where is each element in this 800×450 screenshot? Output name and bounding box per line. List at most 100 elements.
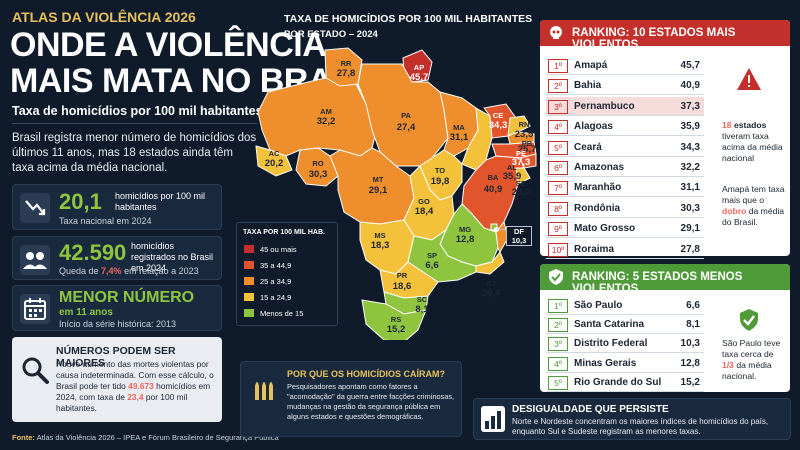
why-box: POR QUE OS HOMICÍDIOS CAÍRAM? Pesquisado…: [240, 361, 462, 437]
legend-item: 25 a 34,9: [244, 275, 291, 287]
df-callout: DF 10,3: [506, 226, 532, 246]
bottom-note: São Paulo teve taxa cerca de 1/3 da médi…: [722, 338, 781, 381]
stat-lowest-sub: Início da série histórica: 2013: [59, 319, 177, 329]
rank-number: 2º: [548, 79, 568, 94]
rank-number: 3º: [548, 337, 568, 352]
magnifier-icon: [22, 357, 49, 384]
legend-item: 15 a 24,9: [244, 291, 291, 303]
rank-value: 12,8: [680, 357, 700, 369]
rank-number: 6º: [548, 161, 568, 175]
label-abbr-SP: SP: [427, 251, 437, 260]
state-RO[interactable]: [295, 147, 339, 187]
intro-text: Brasil registra menor número de homicídi…: [12, 132, 257, 174]
stat-total-label: homicídios registrados no Brasil em 2024: [131, 241, 214, 273]
label-val-SC: 8,1: [415, 304, 429, 315]
label-val-SE: 23,0: [512, 187, 531, 198]
rank-number: 1º: [548, 299, 568, 313]
label-val-MA: 31,1: [450, 132, 469, 143]
rank-number: 3º: [548, 99, 568, 114]
top-note-2: Amapá tem taxa mais que o dobro da média…: [722, 184, 785, 227]
label-val-SP: 6,6: [425, 260, 438, 271]
ranking-row: 9º Mato Grosso 29,1: [546, 219, 704, 239]
label-abbr-CE: CE: [493, 111, 503, 120]
map-legend: TAXA POR 100 MIL HAB. 45 ou mais 35 a 44…: [236, 222, 338, 326]
ranking-row: 2º Bahia 40,9: [546, 76, 704, 96]
why-body: Pesquisadores apontam como fatores a "ac…: [287, 382, 455, 421]
stat-rate-label: homicídios por 100 mil habitantes: [115, 191, 206, 212]
bar-chart-icon: [481, 406, 505, 432]
label-abbr-AC: AC: [269, 149, 280, 158]
label-abbr-GO: GO: [418, 197, 430, 206]
bottom-ranking-title: RANKING: 5 ESTADOS MENOS VIOLENTOS: [572, 271, 743, 295]
label-abbr-RO: RO: [312, 159, 323, 168]
label-abbr-MS: MS: [374, 231, 385, 240]
label-abbr-MA: MA: [453, 123, 465, 132]
label-abbr-PA: PA: [401, 111, 411, 120]
rank-value: 34,3: [680, 141, 700, 153]
rank-number: 4º: [548, 120, 568, 135]
label-abbr-RS: RS: [391, 315, 401, 324]
stat-rate-sub: Taxa nacional em 2024: [59, 216, 152, 226]
state-PB[interactable]: [507, 131, 535, 145]
label-val-AC: 20,2: [265, 158, 284, 169]
stat-card-rate: 20,1 homicídios por 100 mil habitantes T…: [12, 184, 222, 230]
stat-rate-value: 20,1: [59, 189, 102, 214]
label-val-MS: 18,3: [371, 240, 390, 251]
bottom-ranking-panel: RANKING: 5 ESTADOS MENOS VIOLENTOS 1º São…: [540, 264, 790, 392]
label-abbr-PB: PB: [522, 139, 533, 148]
ranking-row: 4º Minas Gerais 12,8: [546, 354, 704, 373]
state-RS[interactable]: [361, 299, 427, 340]
state-AC[interactable]: [255, 145, 293, 177]
label-val-RS: 15,2: [387, 324, 406, 335]
rank-value: 30,3: [680, 202, 700, 214]
rank-state: Bahia: [574, 80, 602, 92]
stat-card-lowest: MENOR NÚMERO em 11 anos Início da série …: [12, 285, 222, 331]
ranking-row: 1º Amapá 45,7: [546, 56, 704, 75]
inequality-body: Norte e Nordeste concentram os maiores í…: [512, 417, 769, 436]
note-box: NÚMEROS PODEM SER MAIORES Houve aumento …: [12, 337, 222, 422]
label-val-CE: 34,3: [489, 120, 508, 131]
label-abbr-AL: AL: [507, 163, 517, 172]
label-val-RJ: 20,4: [482, 288, 501, 299]
rank-value: 10,3: [680, 338, 700, 350]
label-abbr-AM: AM: [320, 107, 332, 116]
ranking-row: 8º Rondônia 30,3: [546, 199, 704, 218]
ranking-row: 7º Maranhão 31,1: [546, 178, 704, 198]
bullets-icon: [255, 382, 273, 400]
rank-value: 32,2: [680, 162, 700, 173]
state-RN[interactable]: [507, 115, 531, 137]
map-subtitle: POR ESTADO – 2024: [284, 29, 378, 40]
map-title: TAXA DE HOMICÍDIOS POR 100 MIL HABITANTE…: [284, 13, 533, 25]
ranking-row: 3º Pernambuco 37,3: [546, 96, 704, 116]
rank-value: 8,1: [686, 319, 700, 331]
legend-title: TAXA POR 100 MIL HAB.: [243, 229, 325, 236]
rank-state: Ceará: [574, 141, 602, 153]
rank-number: 10º: [548, 242, 568, 257]
ranking-row: 2º Santa Catarina 8,1: [546, 315, 704, 335]
inequality-box: DESIGUALDADE QUE PERSISTE Norte e Nordes…: [473, 398, 791, 440]
rank-state: Roraima: [574, 243, 615, 255]
warning-icon: [737, 68, 761, 90]
top-ranking-notes: 18 estados tiveram taxa acima da média n…: [710, 50, 786, 250]
rank-state: Amapá: [574, 60, 608, 71]
ranking-row: 5º Rio Grande do Sul 15,2: [546, 373, 704, 392]
label-abbr-RN: RN: [519, 120, 530, 129]
ranking-row: 1º São Paulo 6,6: [546, 296, 704, 315]
label-val-AL: 35,9: [503, 171, 522, 182]
label-abbr-RJ: RJ: [486, 279, 496, 288]
skull-icon: [550, 26, 562, 39]
label-abbr-PR: PR: [397, 271, 408, 280]
label-abbr-MT: MT: [373, 175, 384, 184]
subtitle: Taxa de homicídios por 100 mil habitante…: [12, 104, 316, 118]
rank-number: 9º: [548, 222, 568, 237]
label-abbr-SC: SC: [417, 295, 428, 304]
legend-item: 35 a 44,9: [244, 259, 291, 271]
label-abbr-SE: SE: [516, 179, 526, 188]
brazil-map: RR 27,8 AP 45,7 AM 32,2 PA 27,4 MA 31,1 …: [255, 47, 537, 340]
rank-state: Distrito Federal: [574, 338, 648, 350]
label-abbr-TO: TO: [435, 166, 445, 175]
state-MA[interactable]: [439, 91, 479, 157]
stat-card-total: 42.590 homicídios registrados no Brasil …: [12, 236, 222, 280]
label-val-MT: 29,1: [369, 185, 388, 196]
top-ranking-title: RANKING: 10 ESTADOS MAIS VIOLENTOS: [572, 27, 736, 51]
